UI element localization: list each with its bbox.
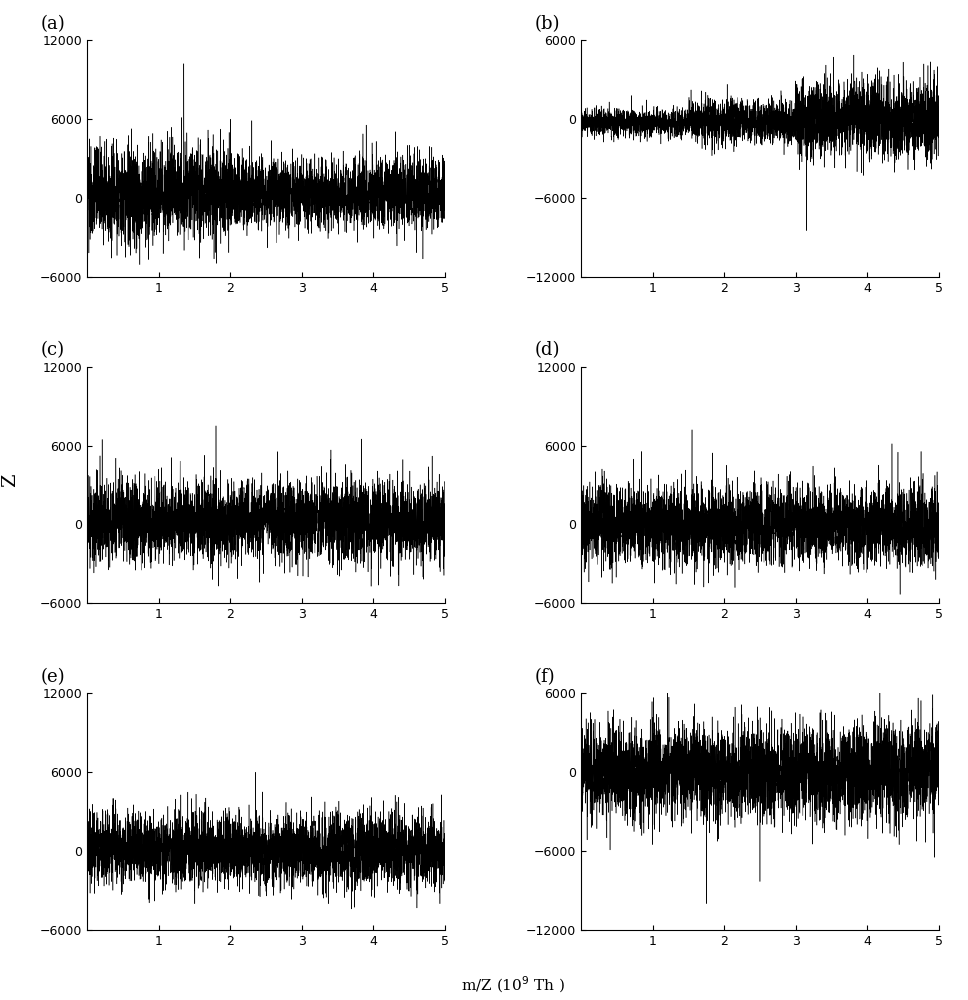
Text: (c): (c): [41, 342, 65, 360]
Text: (b): (b): [534, 15, 560, 33]
Text: (f): (f): [534, 668, 555, 686]
Text: (d): (d): [534, 342, 560, 360]
Text: m/Z (10$^9$ Th ): m/Z (10$^9$ Th ): [461, 975, 565, 995]
Text: (a): (a): [41, 15, 66, 33]
Text: Z: Z: [1, 473, 18, 487]
Text: (e): (e): [41, 668, 65, 686]
